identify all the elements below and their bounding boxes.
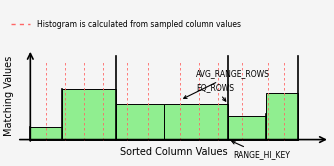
Bar (62, 89, 116, 140)
Bar (116, 104, 164, 140)
Text: AVG_RANGE_ROWS: AVG_RANGE_ROWS (184, 70, 270, 98)
Bar (266, 93, 298, 140)
Bar (164, 104, 228, 140)
Text: RANGE_HI_KEY: RANGE_HI_KEY (232, 141, 291, 160)
Text: EQ_ROWS: EQ_ROWS (196, 83, 234, 101)
Legend: Histogram is calculated from sampled column values: Histogram is calculated from sampled col… (8, 17, 243, 32)
Bar (228, 116, 266, 140)
X-axis label: Sorted Column Values: Sorted Column Values (120, 147, 227, 157)
Bar (30, 127, 62, 140)
Y-axis label: Matching Values: Matching Values (4, 56, 14, 136)
